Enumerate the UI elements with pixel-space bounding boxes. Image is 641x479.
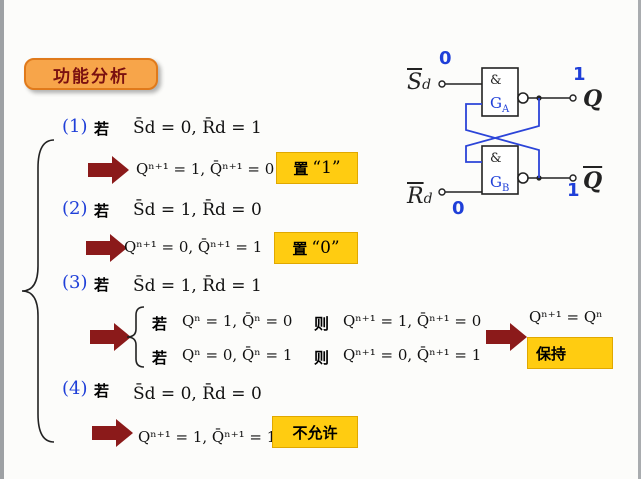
rd-input-terminal [438, 188, 446, 196]
qbar-output-terminal [569, 174, 577, 182]
case-3-if-word: 若 [94, 276, 110, 294]
gate-a-sub: A [501, 104, 510, 115]
gate-b-box [481, 145, 519, 195]
q-value-label: 1 [573, 64, 586, 85]
case-2-result: Qⁿ⁺¹ = 0, Q̄ⁿ⁺¹ = 1 [124, 238, 263, 256]
case-1-condition: S̄d = 0, R̄d = 1 [133, 118, 262, 138]
frame-right-edge [638, 0, 641, 479]
case-3a-condition: Qⁿ = 1, Q̄ⁿ = 0 [182, 312, 293, 330]
case-3a-if-word: 若 [152, 315, 168, 333]
feedback-qbar-to-gate-a [465, 103, 540, 178]
case-2-condition: S̄d = 1, R̄d = 0 [133, 200, 262, 220]
gate-b-name: G [490, 173, 502, 191]
case-3-summary-arrow [486, 323, 527, 351]
case-3-hold-badge: 保持 [527, 337, 613, 369]
case-2-if-word: 若 [94, 202, 110, 220]
gate-a-name: G [490, 94, 502, 112]
q-output-terminal [569, 94, 577, 102]
sd-input-terminal [438, 80, 446, 88]
rd-label: Rd [407, 184, 433, 209]
qbar-value-label: 1 [567, 180, 580, 201]
rd-value-label: 0 [452, 198, 465, 219]
q-label: Q [583, 86, 603, 112]
case-1-set-1-badge: 置 “1” [276, 152, 358, 184]
gate-a-box [481, 67, 519, 117]
case-3b-then-word: 则 [314, 349, 330, 367]
case-1-result: Qⁿ⁺¹ = 1, Q̄ⁿ⁺¹ = 0 [136, 160, 275, 178]
case-2-number: (2) [62, 198, 88, 219]
rs-latch-diagram: & G A & G B [438, 67, 577, 196]
gate-b-and-symbol: & [490, 151, 502, 166]
qbar-label: Q [583, 168, 603, 194]
case-3b-result: Qⁿ⁺¹ = 0, Q̄ⁿ⁺¹ = 1 [343, 346, 482, 364]
section-title: 功能分析 [24, 58, 158, 90]
case-3b-condition: Qⁿ = 0, Q̄ⁿ = 1 [182, 346, 293, 364]
case-3a-result: Qⁿ⁺¹ = 1, Q̄ⁿ⁺¹ = 0 [343, 312, 482, 330]
case-4-arrow [92, 419, 133, 447]
case-1-arrow [88, 156, 129, 184]
case-1-if-word: 若 [94, 120, 110, 138]
gate-b-sub: B [502, 183, 509, 194]
case-3b-if-word: 若 [152, 349, 168, 367]
case-3-summary: Qⁿ⁺¹ = Qⁿ [529, 308, 603, 326]
gate-a-bubble [517, 92, 529, 104]
sd-label: Sd [407, 70, 432, 95]
case-4-condition: S̄d = 0, R̄d = 0 [133, 384, 262, 404]
gate-a-and-symbol: & [490, 73, 502, 88]
feedback-q-to-gate-b [465, 98, 540, 163]
case-3-arrow [90, 323, 131, 351]
case-4-not-allowed-badge: 不允许 [272, 416, 358, 448]
case-4-result: Qⁿ⁺¹ = 1, Q̄ⁿ⁺¹ = 1 [138, 428, 277, 446]
frame-left-edge [0, 0, 4, 479]
case-4-if-word: 若 [94, 382, 110, 400]
gate-b-bubble [517, 172, 529, 184]
case-3-condition: S̄d = 1, R̄d = 1 [133, 276, 262, 296]
case-3-sub-brace [126, 306, 145, 368]
case-2-arrow [86, 234, 127, 262]
case-1-number: (1) [62, 116, 88, 137]
case-group-brace [21, 139, 55, 443]
sd-value-label: 0 [439, 48, 452, 69]
case-3a-then-word: 则 [314, 315, 330, 333]
case-2-set-0-badge: 置 “0” [274, 232, 358, 264]
case-4-number: (4) [62, 378, 88, 399]
case-3-number: (3) [62, 272, 88, 293]
